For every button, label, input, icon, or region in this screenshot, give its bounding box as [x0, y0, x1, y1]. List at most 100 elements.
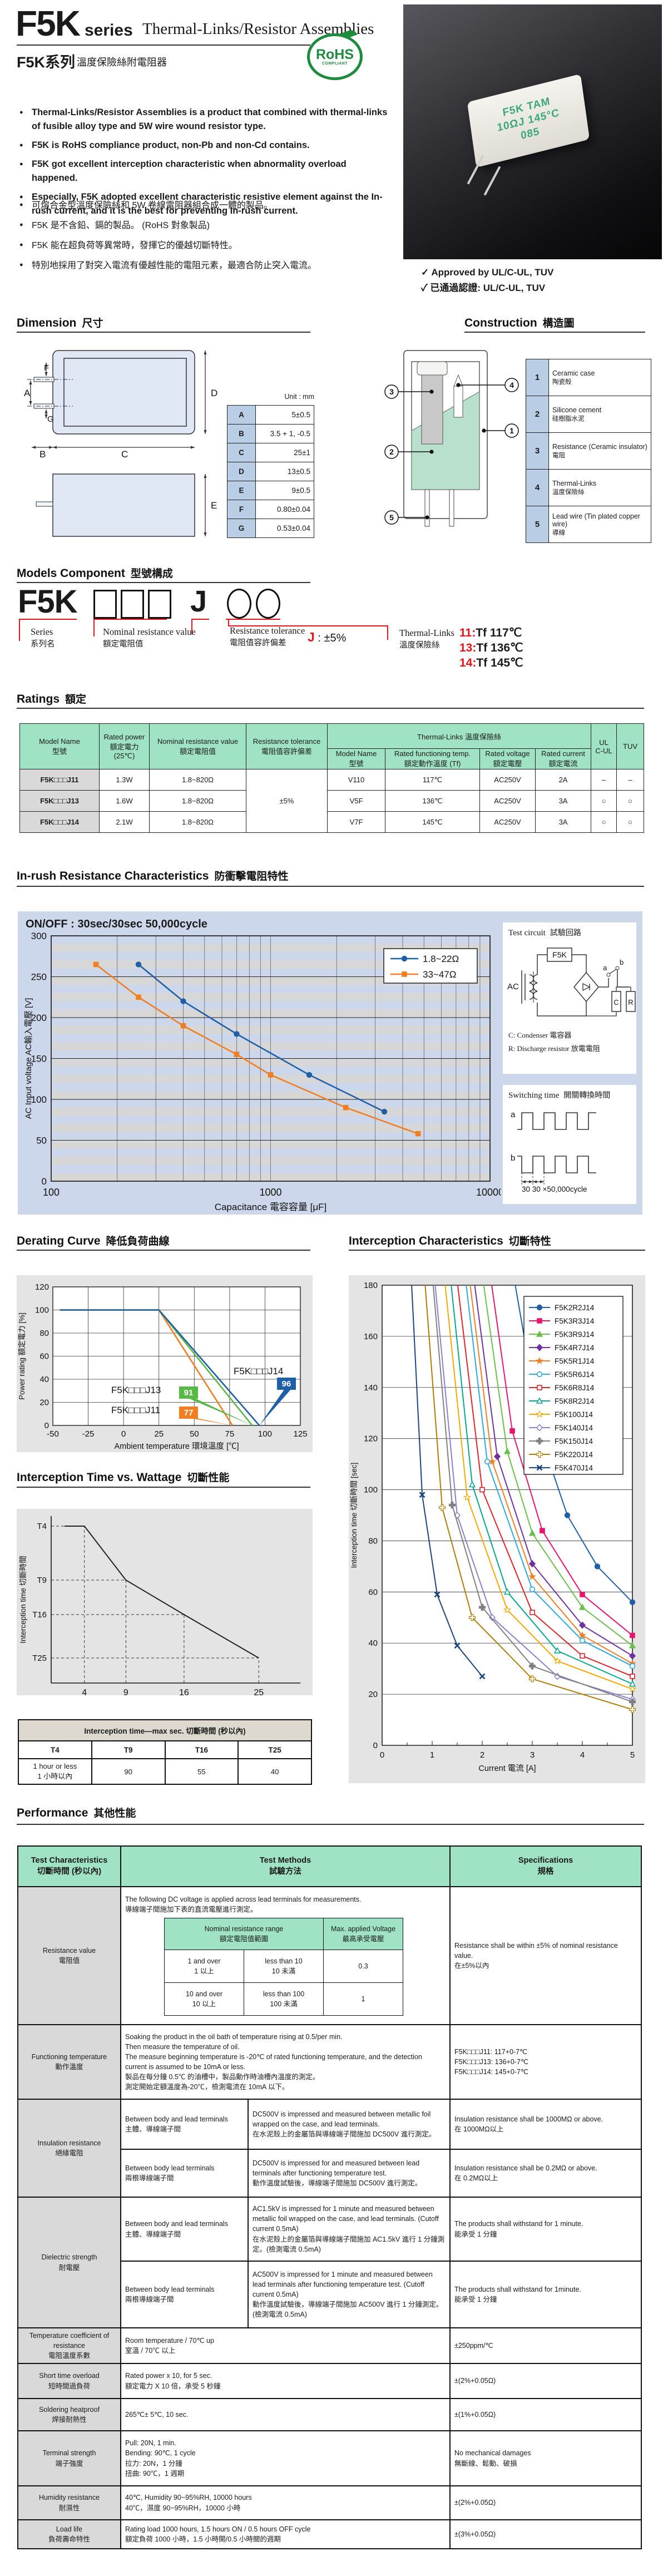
connector — [19, 619, 20, 641]
connector — [93, 619, 167, 620]
switching-time-diagram: a b 30 30 ×50,000cyclesec sec — [511, 1110, 596, 1201]
performance-row: Temperature coefficient of resistance 電阻溫… — [17, 2327, 642, 2364]
svg-text:5: 5 — [389, 513, 394, 522]
svg-text:40: 40 — [368, 1639, 378, 1648]
svg-text:0: 0 — [373, 1741, 378, 1750]
svg-text:2: 2 — [389, 447, 394, 456]
svg-text:T25: T25 — [32, 1654, 47, 1663]
svg-text:3: 3 — [530, 1750, 535, 1760]
svg-text:77: 77 — [184, 1408, 194, 1418]
interception-chart: 0 20 40 60 80 100 120 140 160 180 0 1 2 3 4 5 Current 電流… — [350, 1281, 636, 1773]
svg-text:F5K5R1J14: F5K5R1J14 — [555, 1357, 595, 1365]
svg-text:4: 4 — [580, 1750, 585, 1760]
svg-text:250: 250 — [31, 972, 47, 983]
svg-text:1.8~22Ω: 1.8~22Ω — [423, 954, 459, 964]
svg-text:Interception time 切斷時間 [sec]: Interception time 切斷時間 [sec] — [350, 1463, 358, 1568]
approved-en: ✓ Approved by UL/C-UL, TUV — [421, 267, 554, 278]
derating-heading: Derating Curve 降低負荷曲線 — [17, 1235, 170, 1247]
svg-text:b: b — [620, 958, 624, 966]
svg-text:0: 0 — [44, 1421, 49, 1430]
inrush-heading: In-rush Resistance Characteristics 防衝擊電阻特… — [17, 870, 289, 882]
wattage-panel — [17, 1509, 313, 1695]
svg-text:200: 200 — [31, 1013, 47, 1023]
inrush-chart: 0 50 100 150 200 250 300 100 1000 10000 Capacitanc… — [24, 931, 501, 1212]
svg-text:F5K6R8J14: F5K6R8J14 — [555, 1384, 595, 1392]
performance-row: Soldering heatproof 焊接耐熱性 265℃± 5℃, 10 sec… — [17, 2398, 642, 2431]
product-component-image: F5K TAM 10ΩJ 145°C 085 — [467, 73, 590, 168]
svg-text:120: 120 — [364, 1434, 378, 1444]
thermal-links-label: Thermal-Links 溫度保險絲 — [399, 628, 454, 650]
ratings-row: F5K□□□J13 1.6W 1.8~820Ω V5F 136℃ AC250V 3A ○ ○ — [19, 790, 645, 812]
feature-item: ● 特別地採用了對突入電流有優越性能的電阻元素，最適合防止突入電流。 — [19, 261, 317, 270]
svg-text:F5K□□□J11: F5K□□□J11 — [111, 1405, 160, 1415]
svg-text:33~47Ω: 33~47Ω — [423, 969, 456, 980]
connector — [19, 619, 77, 620]
svg-text:Power rating 額定電力 [%]: Power rating 額定電力 [%] — [18, 1312, 26, 1400]
condenser-note: C: Condenser 電容器 — [508, 1031, 572, 1039]
inrush-chart-title: ON/OFF : 30sec/30sec 50,000cycle — [26, 918, 207, 930]
dimension-heading: Dimension 尺寸 — [17, 317, 103, 329]
construction-heading: Construction 構造圖 — [464, 317, 575, 329]
svg-text:F5K4R7J14: F5K4R7J14 — [555, 1344, 595, 1352]
svg-text:20: 20 — [368, 1690, 378, 1699]
svg-text:125: 125 — [293, 1429, 307, 1439]
svg-text:C: C — [613, 998, 619, 1006]
dimension-rule — [17, 332, 310, 333]
thermal-option: 14:Tf 145℃ — [459, 657, 523, 669]
rohs-badge-icon: RoHS COMPLIANT — [307, 28, 363, 80]
svg-text:G: G — [47, 414, 54, 424]
dimension-diagram: FAGDCBE — [24, 350, 217, 537]
feature-item: ● Thermal-Links/Resistor Assemblies is a … — [19, 107, 388, 131]
svg-text:0: 0 — [380, 1750, 384, 1760]
svg-text:30 30 ×50,000cycle: 30 30 ×50,000cycle — [522, 1185, 587, 1193]
svg-text:100: 100 — [364, 1486, 378, 1495]
svg-text:300: 300 — [31, 931, 47, 941]
svg-text:140: 140 — [364, 1383, 378, 1393]
construction-row: 3 Resistance (Ceramic insulator) 電阻 — [526, 432, 651, 470]
dimension-row: B 3.5 + 1, -0.5 — [227, 424, 314, 443]
performance-row: Humidity resistance 耐濕性 40℃, Humidity 90~9… — [17, 2485, 642, 2520]
connector — [191, 619, 192, 634]
svg-text:A: A — [24, 388, 31, 398]
performance-row: Functioning temperature 動作溫度 Soaking the p… — [17, 2024, 642, 2100]
svg-text:5: 5 — [630, 1750, 635, 1760]
svg-text:0: 0 — [121, 1429, 126, 1439]
svg-text:100: 100 — [258, 1429, 272, 1439]
performance-row: Short time overload 短時間過負荷 Rated power x 1… — [17, 2363, 642, 2399]
svg-text:sec sec: sec sec — [522, 1193, 545, 1195]
svg-text:-50: -50 — [47, 1429, 59, 1439]
interception-time-table: Interception time—max sec. 切斷時間 (秒以內) T4 T… — [18, 1719, 312, 1785]
test-circuit-diagram: AC F5K a b C R — [507, 948, 636, 1016]
feature-item: ● F5K is RoHS compliance product, non-Pb … — [19, 140, 310, 150]
dimension-row: G 0.53±0.04 — [227, 519, 314, 538]
svg-text:91: 91 — [184, 1388, 194, 1398]
series-word: series — [85, 21, 133, 40]
connector — [228, 625, 388, 626]
svg-text:AC Input voltage AC輸入電壓 [V]: AC Input voltage AC輸入電壓 [V] — [24, 998, 33, 1119]
ratings-row: F5K□□□J14 2.1W 1.8~820Ω V7F 145℃ AC250V 3A ○ ○ — [19, 811, 645, 833]
construction-row: 1 Ceramic case 陶瓷殼 — [526, 359, 651, 396]
svg-text:F5K□□□J13: F5K□□□J13 — [111, 1385, 161, 1395]
construction-table: 1 Ceramic case 陶瓷殼 2 Silicone cement 硅樹脂水泥 3 Re… — [526, 359, 651, 543]
thermal-options: 11:Tf 117℃ 13:Tf 136℃ 14:Tf 145℃ — [459, 625, 523, 670]
thermal-option: 11:Tf 117℃ — [459, 626, 522, 639]
switching-time-box: Switching time 開關轉換時間 a b 30 30 ×50,000cycl… — [503, 1085, 636, 1204]
performance-rule — [17, 1824, 644, 1825]
svg-text:10000: 10000 — [476, 1187, 501, 1198]
svg-text:D: D — [211, 388, 217, 398]
svg-text:40: 40 — [39, 1375, 49, 1384]
svg-text:120: 120 — [35, 1282, 49, 1292]
svg-text:100: 100 — [35, 1306, 49, 1315]
construction-row: 5 Lead wire (Tin plated copper wire) 導線 — [526, 506, 651, 543]
ratings-table: Model Name 型號 Rated power 額定電力 (25℃) Nominal … — [19, 723, 645, 833]
interception-heading: Interception Characteristics 切斷特性 — [349, 1235, 551, 1247]
performance-row: Insulation resistance 絕緣電阻 Between body an… — [17, 2099, 642, 2198]
dimension-row: F 0.80±0.04 — [227, 500, 314, 519]
svg-text:Interception time 切斷時間: Interception time 切斷時間 — [19, 1556, 27, 1644]
svg-text:F5K: F5K — [552, 950, 567, 959]
svg-text:25: 25 — [254, 1688, 264, 1695]
performance-table: Test Characteristics 切斷時間 (秒以內) Test Metho… — [17, 1845, 642, 2549]
connector — [228, 619, 229, 625]
svg-text:1000: 1000 — [259, 1187, 281, 1198]
series-logo: F5K — [16, 3, 81, 43]
